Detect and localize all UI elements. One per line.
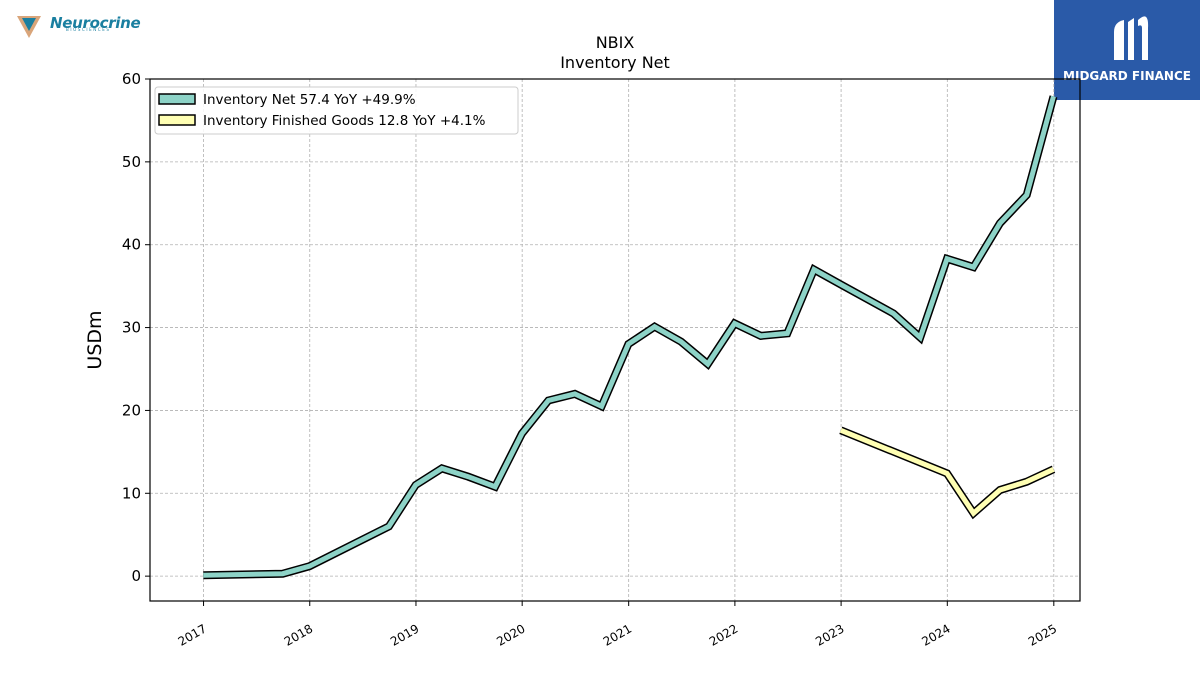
y-tick-label: 40 [122,236,141,254]
x-tick-label: 2023 [813,621,846,648]
legend-swatch [158,93,196,105]
company-logo-sub: BIOSCIENCES [66,27,111,32]
legend-swatch [158,114,196,126]
y-axis-label: USDm [84,310,106,369]
x-tick-label: 2024 [919,621,952,648]
legend: Inventory Net 57.4 YoY +49.9% Inventory F… [154,86,519,135]
x-tick-label: 2017 [176,621,209,648]
legend-entry: Inventory Finished Goods 12.8 YoY +4.1% [203,113,486,129]
company-logo-mark [17,16,41,38]
brand-name: MIDGARD FINANCE [1063,69,1191,83]
y-tick-label: 50 [122,153,141,171]
y-tick-label: 30 [122,319,141,337]
plot-frame [149,78,1081,602]
y-tick-label: 20 [122,401,141,419]
legend-box [154,86,519,135]
x-tick-label: 2022 [707,621,740,648]
y-tick-label: 0 [131,567,141,585]
company-logo-name: Neurocrine [50,14,141,32]
brand-logo: MIDGARD FINANCE [1054,0,1200,100]
chart-subtitle: Inventory Net [560,53,670,72]
y-tick-label: 10 [122,484,141,502]
series-line-2 [839,427,1055,517]
brand-mark-icon [1114,16,1149,60]
x-tick-label: 2025 [1026,621,1059,648]
y-tick-label: 60 [122,70,141,88]
x-tick-label: 2020 [494,621,527,648]
legend-entry: Inventory Net 57.4 YoY +49.9% [203,92,416,108]
x-tick-label: 2021 [601,621,634,648]
x-tick-label: 2019 [388,621,421,648]
series-line-1 [203,95,1056,578]
x-tick-label: 2018 [282,621,315,648]
chart-title: NBIX [595,33,635,52]
company-logo [14,12,144,42]
